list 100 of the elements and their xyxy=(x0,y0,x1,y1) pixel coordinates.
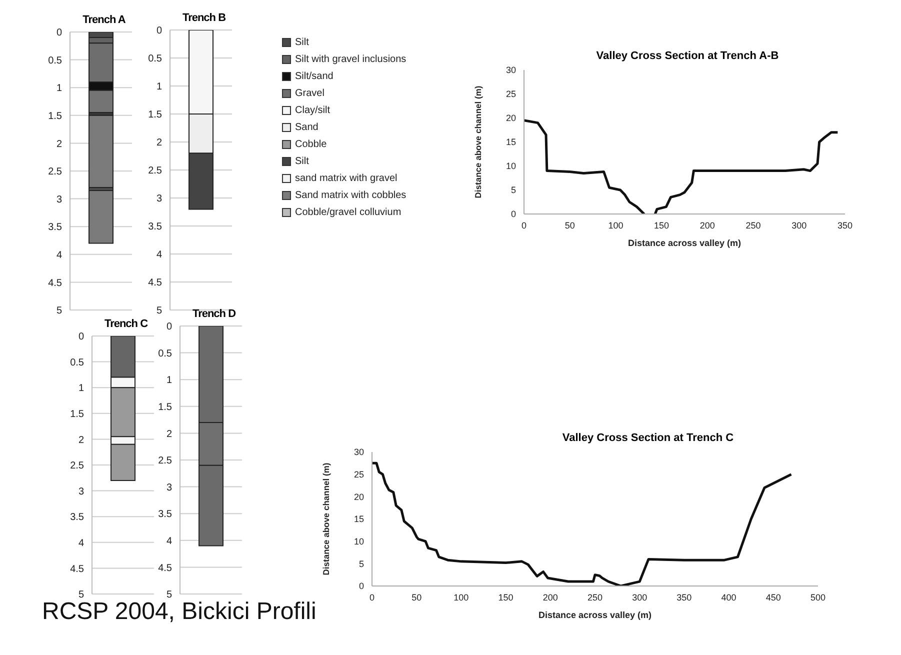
y-tick-label: 25 xyxy=(354,470,364,480)
x-tick-label: 350 xyxy=(837,220,853,230)
y-tick-label: 5 xyxy=(156,306,162,317)
bar xyxy=(88,114,114,188)
y-tick-label: 2.5 xyxy=(48,166,62,178)
y-tick-label: 10 xyxy=(354,536,364,547)
x-tick-label: 100 xyxy=(454,592,469,602)
y-tick-label: 1 xyxy=(78,383,84,394)
x-tick-label: 50 xyxy=(564,220,575,230)
x-axis-title: Distance across valley (m) xyxy=(538,610,652,620)
y-axis-title: Distance above channel (m) xyxy=(473,86,484,198)
y-tick-label: 3.5 xyxy=(158,509,172,520)
y-tick-label: 2 xyxy=(156,138,162,149)
y-tick-label: 5 xyxy=(56,306,62,317)
y-tick-label: 0 xyxy=(166,322,172,333)
line-series xyxy=(372,462,792,586)
y-tick-label: 25 xyxy=(506,89,516,100)
category-label: Silt xyxy=(294,36,310,50)
y-tick-label: 2 xyxy=(56,138,62,150)
y-tick-label: 30 xyxy=(354,447,364,458)
category-label: Clay/silt xyxy=(294,104,332,118)
y-tick-label: 4.5 xyxy=(158,562,172,574)
y-tick-label: 0 xyxy=(156,26,162,37)
y-tick-label: 2.5 xyxy=(70,460,84,472)
y-tick-label: 4 xyxy=(156,250,162,261)
y-tick-label: 0 xyxy=(56,28,62,39)
chart-title: Trench A xyxy=(82,14,126,26)
x-tick-label: 200 xyxy=(700,220,715,230)
chart-title: Trench D xyxy=(191,308,237,320)
y-tick-label: 4 xyxy=(56,250,62,261)
y-tick-label: 4.5 xyxy=(148,278,162,289)
y-tick-label: 2 xyxy=(166,428,172,440)
category-label: Silt/sand xyxy=(294,70,334,84)
chart-title: Trench C xyxy=(103,318,149,330)
x-tick-label: 150 xyxy=(654,220,670,230)
y-tick-label: 0.5 xyxy=(70,357,84,368)
y-tick-label: 15 xyxy=(354,514,364,524)
x-tick-label: 0 xyxy=(521,220,527,230)
y-tick-label: 20 xyxy=(506,113,516,124)
x-tick-label: 50 xyxy=(412,592,422,602)
x-tick-label: 500 xyxy=(810,592,826,602)
text: RCSP 2004, Bickici Profili xyxy=(42,598,316,626)
x-tick-label: 100 xyxy=(608,220,624,230)
y-tick-label: 0 xyxy=(358,581,364,592)
y-tick-label: 1 xyxy=(156,82,162,93)
y-tick-label: 3.5 xyxy=(70,512,84,524)
y-tick-label: 2.5 xyxy=(158,456,172,467)
y-tick-label: 0.5 xyxy=(48,55,62,66)
category-label: Sand matrix with cobbles xyxy=(294,189,406,203)
x-tick-label: 350 xyxy=(676,592,692,602)
y-tick-label: 1.5 xyxy=(70,408,84,420)
y-tick-label: 4.5 xyxy=(70,564,84,575)
y-tick-label: 1.5 xyxy=(148,110,162,121)
y-tick-label: 5 xyxy=(166,590,172,601)
chart-title: Valley Cross Section at Trench C xyxy=(561,432,735,444)
y-tick-label: 2 xyxy=(78,434,84,446)
y-tick-label: 1 xyxy=(166,375,172,386)
category-label: Silt xyxy=(294,155,310,169)
y-tick-label: 30 xyxy=(506,65,516,76)
x-tick-label: 300 xyxy=(792,220,807,230)
y-tick-label: 1 xyxy=(56,83,62,94)
y-tick-label: 20 xyxy=(354,492,364,502)
x-tick-label: 300 xyxy=(632,592,648,602)
y-tick-label: 5 xyxy=(358,558,364,569)
y-tick-label: 3.5 xyxy=(48,222,62,234)
y-tick-label: 4.5 xyxy=(48,278,62,289)
category-label: Sand xyxy=(294,121,320,135)
bar xyxy=(88,190,114,244)
y-tick-label: 3.5 xyxy=(148,222,162,233)
x-tick-label: 250 xyxy=(587,592,603,602)
category-label: Silt with gravel inclusions xyxy=(294,53,406,67)
x-tick-label: 450 xyxy=(766,592,781,602)
chart-title: Valley Cross Section at Trench A-B xyxy=(595,50,780,62)
y-tick-label: 1.5 xyxy=(48,110,62,122)
y-tick-label: 4 xyxy=(166,536,172,547)
y-tick-label: 3 xyxy=(156,194,162,205)
category-label: Gravel xyxy=(294,87,326,101)
chart-title: Trench B xyxy=(181,12,227,24)
y-tick-label: 2.5 xyxy=(148,166,162,177)
x-tick-label: 400 xyxy=(721,592,736,602)
y-tick-label: 0 xyxy=(510,209,516,220)
y-tick-label: 0.5 xyxy=(148,54,162,65)
category-label: Cobble/gravel colluvium xyxy=(294,206,402,220)
y-tick-label: 1.5 xyxy=(158,402,172,413)
x-tick-label: 150 xyxy=(498,592,514,602)
y-tick-label: 15 xyxy=(506,137,516,148)
x-tick-label: 200 xyxy=(542,592,558,602)
y-tick-label: 10 xyxy=(506,161,516,172)
category-label: Cobble xyxy=(294,138,328,152)
y-tick-label: 0 xyxy=(78,332,84,343)
y-tick-label: 5 xyxy=(78,590,84,601)
x-tick-label: 250 xyxy=(746,220,761,230)
y-tick-label: 3 xyxy=(78,486,84,498)
y-tick-label: 3 xyxy=(166,482,172,494)
y-tick-label: 3 xyxy=(56,194,62,206)
y-axis-title: Distance above channel (m) xyxy=(321,462,332,576)
x-tick-label: 0 xyxy=(369,592,375,602)
y-tick-label: 5 xyxy=(510,185,516,196)
y-tick-label: 4 xyxy=(78,538,84,549)
x-axis-title: Distance across valley (m) xyxy=(628,238,742,248)
